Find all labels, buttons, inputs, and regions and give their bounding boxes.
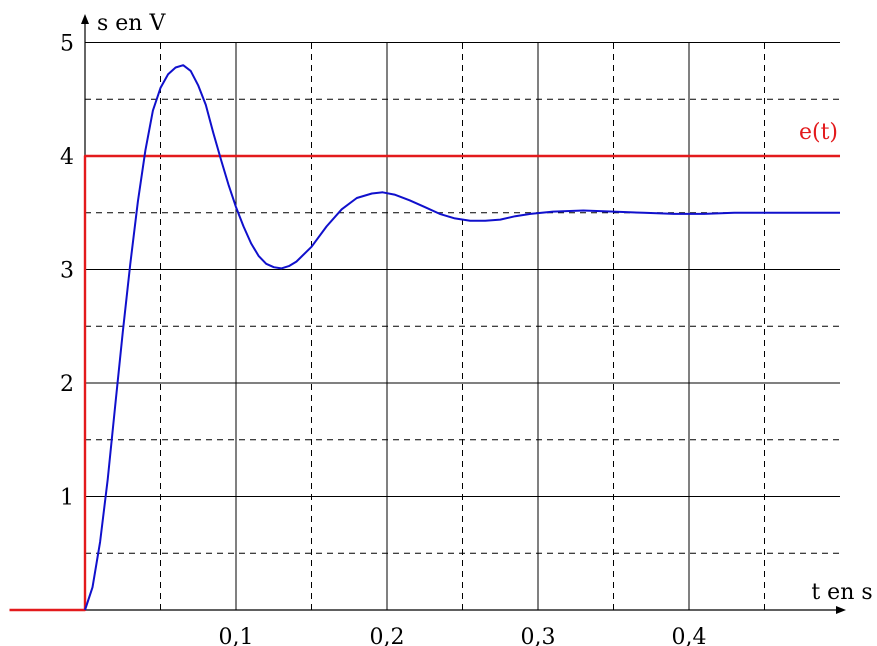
y-axis-label: s en V — [97, 11, 166, 36]
y-tick-label: 1 — [60, 486, 74, 511]
axes: 0,1 0,2 0,3 0,4 1 2 3 4 5 — [60, 14, 846, 646]
y-tick-label: 3 — [60, 259, 74, 284]
x-tick-label: 0,2 — [370, 625, 405, 646]
x-tick-label: 0,4 — [672, 625, 707, 646]
labels: t en s s en V — [97, 11, 873, 605]
x-axis-label: t en s — [811, 580, 872, 605]
grid — [85, 42, 840, 610]
x-axis-arrow-icon — [836, 606, 846, 614]
y-tick-label: 2 — [60, 372, 74, 397]
series-layer: e(t) — [9, 64, 840, 612]
series-label: e(t) — [799, 120, 838, 145]
x-tick-label: 0,3 — [521, 625, 556, 646]
output-response-line — [84, 64, 840, 611]
y-tick-label: 5 — [60, 32, 74, 57]
x-tick-label: 0,1 — [219, 625, 254, 646]
y-axis-arrow-icon — [81, 14, 89, 24]
input-step-line — [9, 154, 840, 612]
y-tick-label: 4 — [60, 145, 74, 170]
